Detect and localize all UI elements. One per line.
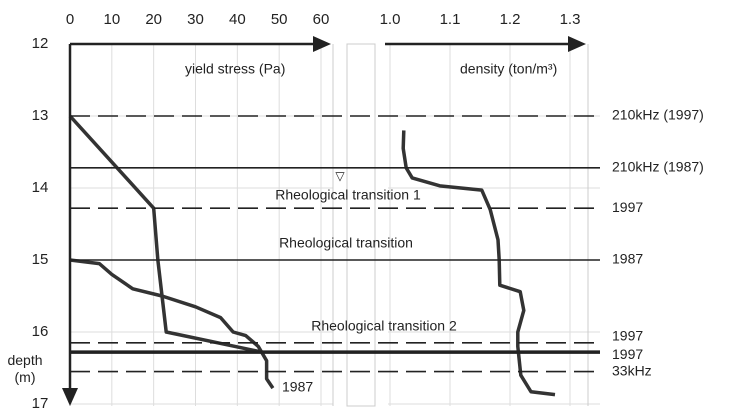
x-axis-arrow: [568, 36, 586, 52]
y-axis-arrow: [62, 388, 78, 406]
reference-label: 1997: [612, 328, 643, 344]
reference-label: 1987: [612, 251, 643, 267]
x-tick-label: 30: [187, 11, 204, 28]
y-tick-label: 17: [32, 395, 49, 412]
y-tick-label: 14: [32, 179, 49, 196]
annotation: Rheological transition 1: [275, 187, 421, 203]
x-tick-label: 50: [271, 11, 288, 28]
profile-line: [68, 114, 263, 354]
spacer-box: [346, 43, 376, 407]
profile-line: [401, 130, 556, 397]
y-tick-label: 12: [32, 35, 49, 52]
x-tick-label: 1.2: [500, 11, 521, 28]
annotation: Rheological transition: [279, 235, 413, 251]
annotation: Rheological transition 2: [311, 318, 457, 334]
y-axis-label: depth (m): [7, 352, 43, 385]
x-tick-label: 0: [66, 11, 74, 28]
x-tick-label: 1.0: [380, 11, 401, 28]
y-tick-label: 16: [32, 323, 49, 340]
y-tick-label: 13: [32, 107, 49, 124]
annotation: 1987: [282, 379, 313, 395]
x-tick-label: 10: [103, 11, 120, 28]
y-tick-label: 15: [32, 251, 49, 268]
reference-label: 210kHz (1997): [612, 107, 704, 123]
profile-line: [69, 258, 275, 390]
reference-label: 33kHz: [612, 362, 652, 378]
x-axis-label: density (ton/m³): [460, 61, 557, 77]
x-tick-label: 20: [145, 11, 162, 28]
x-axis-arrow: [313, 36, 331, 52]
x-tick-label: 60: [313, 11, 330, 28]
reference-label: 210kHz (1987): [612, 159, 704, 175]
x-tick-label: 40: [229, 11, 246, 28]
x-axis-label: yield stress (Pa): [185, 61, 285, 77]
water-level: ▽: [335, 169, 345, 183]
x-tick-label: 1.3: [560, 11, 581, 28]
x-tick-label: 1.1: [440, 11, 461, 28]
reference-label: 1997: [612, 346, 643, 362]
reference-label: 1997: [612, 199, 643, 215]
